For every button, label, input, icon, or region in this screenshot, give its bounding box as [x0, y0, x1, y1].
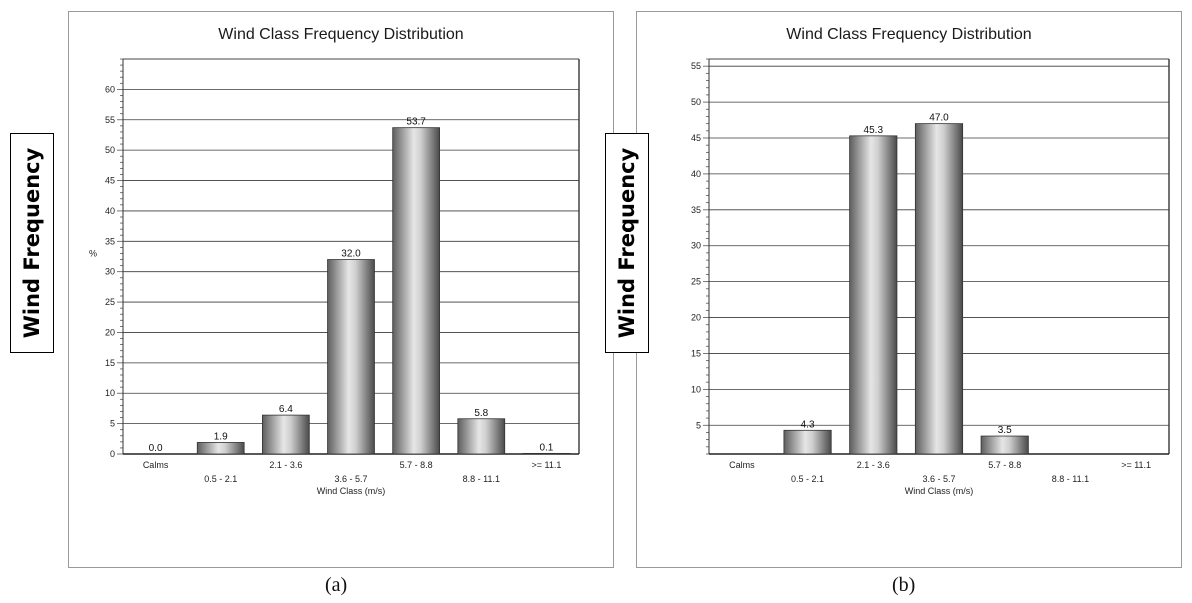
x-tick-label: Calms	[143, 460, 169, 470]
y-tick-label: 50	[105, 145, 115, 155]
y-tick-label: 40	[691, 169, 701, 179]
x-tick-label: 0.5 - 2.1	[791, 474, 824, 484]
bar-value-label: 32.0	[341, 249, 361, 260]
y-label-text: Wind Frequency	[615, 147, 639, 339]
chart-title: Wind Class Frequency Distribution	[786, 26, 1032, 43]
bar-value-label: 47.0	[929, 113, 949, 124]
x-tick-label: >= 11.1	[1121, 460, 1151, 470]
x-tick-label: Calms	[729, 460, 755, 470]
y-tick-label: 30	[105, 267, 115, 277]
bar-value-label: 1.9	[214, 431, 228, 442]
bar-value-label: 4.3	[801, 419, 815, 430]
y-tick-label: 50	[691, 97, 701, 107]
y-tick-label: 0	[110, 449, 115, 459]
bar	[457, 418, 506, 455]
y-tick-label: 35	[691, 205, 701, 215]
x-tick-label: 2.1 - 3.6	[857, 460, 890, 470]
x-tick-label: >= 11.1	[531, 460, 561, 470]
x-tick-label: 3.6 - 5.7	[334, 474, 367, 484]
y-tick-label: 20	[105, 327, 115, 337]
bar	[849, 135, 898, 455]
bar-value-label: 45.3	[864, 125, 884, 136]
bar	[327, 259, 375, 455]
y-tick-label: 25	[691, 277, 701, 287]
bar-value-label: 5.8	[474, 408, 488, 419]
bar	[980, 435, 1029, 455]
y-tick-label: 45	[691, 133, 701, 143]
y-tick-label: 10	[691, 384, 701, 394]
y-tick-label: 15	[691, 348, 701, 358]
y-tick-label: 55	[691, 61, 701, 71]
chart-title: Wind Class Frequency Distribution	[218, 26, 464, 43]
x-tick-label: 5.7 - 8.8	[400, 460, 433, 470]
bar-value-label: 53.7	[406, 117, 426, 128]
y-label-box-a: Wind Frequency	[10, 133, 54, 353]
y-tick-label: 60	[105, 84, 115, 94]
x-tick-label: 5.7 - 8.8	[988, 460, 1021, 470]
x-axis-title: Wind Class (m/s)	[317, 486, 386, 496]
x-tick-label: 8.8 - 11.1	[463, 474, 500, 484]
y-tick-label: 25	[105, 297, 115, 307]
bar	[914, 123, 964, 455]
caption-a: (a)	[325, 574, 348, 596]
x-tick-label: 2.1 - 3.6	[269, 460, 302, 470]
y-tick-label: 10	[105, 388, 115, 398]
bar	[392, 127, 440, 455]
x-axis-title: Wind Class (m/s)	[905, 486, 974, 496]
y-tick-label: 30	[691, 241, 701, 251]
y-tick-label: 15	[105, 358, 115, 368]
bar-value-label: 6.4	[279, 404, 293, 415]
bar	[262, 414, 310, 455]
bar	[522, 452, 571, 455]
y-tick-label: 20	[691, 313, 701, 323]
y-tick-label: 45	[105, 176, 115, 186]
bar-value-label: 0.1	[539, 442, 553, 453]
y-tick-label: 5	[110, 419, 115, 429]
chart-plot-b: 5 10 15 20 25 30 35 40 45 50 55 Calms 4.3 0.5 - 2.1 45…	[691, 58, 1170, 496]
y-tick-label: 35	[105, 236, 115, 246]
y-tick-label: 5	[696, 420, 701, 430]
x-tick-label: 8.8 - 11.1	[1052, 474, 1089, 484]
x-tick-label: 3.6 - 5.7	[922, 474, 955, 484]
x-tick-label: 0.5 - 2.1	[204, 474, 237, 484]
bar-value-label: 0.0	[149, 443, 163, 454]
y-label-text: Wind Frequency	[20, 147, 44, 339]
bar	[196, 442, 245, 455]
y-tick-label: 40	[105, 206, 115, 216]
y-axis-title: %	[89, 249, 97, 259]
caption-b: (b)	[892, 574, 916, 596]
bar	[783, 429, 832, 455]
chart-plot-a: 0 5 10 15 20 25 30 35 40 45 50 55 60 0.0 Calms 1.9 0.5 -…	[89, 58, 580, 496]
chart-panel-b: Wind Class Frequency Distribution 5 10 15 2…	[636, 11, 1182, 568]
bar-value-label: 3.5	[998, 425, 1012, 436]
y-tick-label: 55	[105, 115, 115, 125]
chart-panel-a: Wind Class Frequency Distribution 0 5 10 15…	[68, 11, 614, 568]
y-label-box-b: Wind Frequency	[605, 133, 649, 353]
